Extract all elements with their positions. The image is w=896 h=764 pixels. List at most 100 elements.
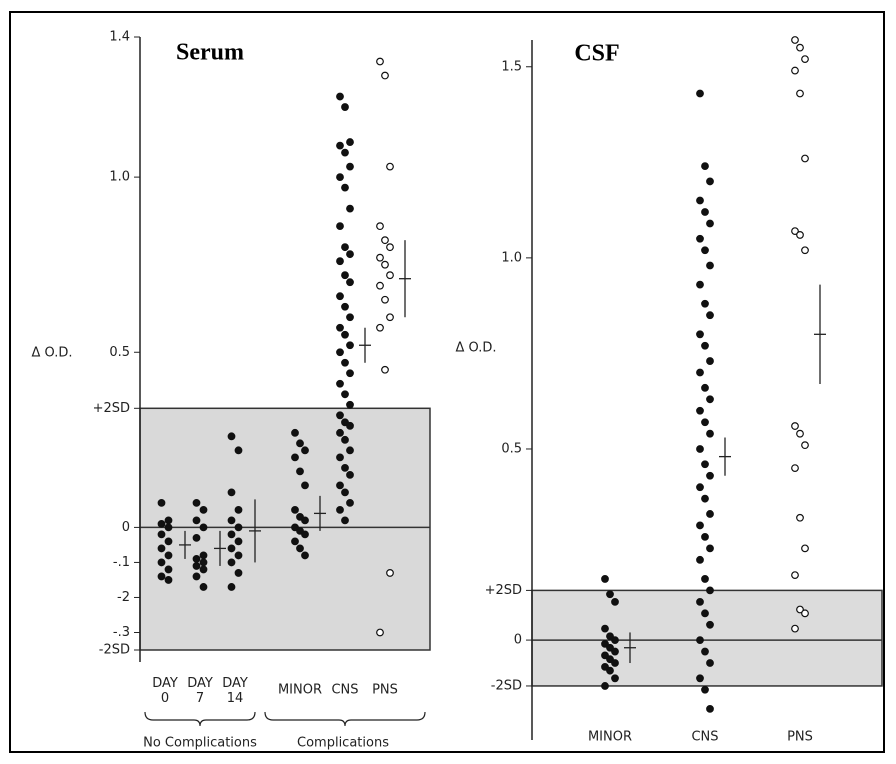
data-point bbox=[696, 636, 704, 644]
data-point bbox=[341, 183, 349, 192]
data-point bbox=[706, 177, 714, 186]
data-point bbox=[796, 231, 804, 239]
y-axis-label: Δ O.D. bbox=[31, 346, 72, 361]
data-point bbox=[164, 516, 173, 525]
data-point bbox=[164, 565, 173, 574]
data-point bbox=[701, 162, 709, 171]
data-point bbox=[346, 138, 354, 146]
data-point bbox=[336, 222, 344, 231]
data-point bbox=[791, 66, 799, 75]
data-point bbox=[301, 530, 309, 539]
data-point bbox=[227, 488, 236, 497]
data-point bbox=[227, 558, 236, 567]
data-point bbox=[346, 313, 354, 322]
data-point bbox=[801, 441, 809, 450]
data-point bbox=[791, 464, 799, 472]
data-point bbox=[706, 429, 714, 438]
data-point bbox=[376, 323, 384, 332]
data-point bbox=[701, 418, 709, 427]
x-tick-label: DAY 7 bbox=[187, 676, 213, 706]
data-point bbox=[346, 400, 354, 409]
data-point bbox=[346, 250, 354, 259]
data-point bbox=[701, 609, 709, 618]
data-point bbox=[336, 453, 344, 462]
data-point bbox=[701, 647, 709, 656]
data-point bbox=[234, 551, 243, 560]
data-point bbox=[696, 196, 704, 205]
data-point bbox=[706, 659, 714, 667]
chart-title: CSF bbox=[574, 41, 619, 67]
data-point bbox=[341, 330, 349, 339]
data-point bbox=[706, 471, 714, 480]
data-point bbox=[164, 576, 173, 584]
y-tick-label: -.3 bbox=[113, 625, 130, 640]
data-point bbox=[701, 685, 709, 694]
data-point bbox=[696, 280, 704, 289]
data-point bbox=[199, 523, 208, 532]
data-point bbox=[791, 227, 799, 236]
data-point bbox=[346, 498, 354, 507]
x-tick-label: MINOR bbox=[588, 730, 632, 745]
data-point bbox=[199, 565, 208, 574]
data-point bbox=[346, 278, 354, 287]
y-tick-label: -2SD bbox=[491, 678, 522, 693]
data-point bbox=[346, 470, 354, 479]
data-point bbox=[381, 365, 389, 374]
data-point bbox=[192, 498, 201, 507]
data-point bbox=[296, 467, 304, 476]
data-point bbox=[381, 236, 389, 245]
data-point bbox=[381, 295, 389, 304]
data-point bbox=[157, 544, 166, 553]
data-point bbox=[192, 555, 201, 563]
data-point bbox=[381, 71, 389, 80]
data-point bbox=[291, 428, 299, 437]
data-point bbox=[601, 575, 609, 583]
data-point bbox=[301, 446, 309, 455]
data-point bbox=[791, 571, 799, 580]
x-tick-label: MINOR bbox=[278, 683, 322, 698]
data-point bbox=[801, 154, 809, 163]
data-point bbox=[341, 103, 349, 111]
sd-band bbox=[139, 407, 431, 651]
data-point bbox=[791, 624, 799, 633]
y-tick-label: +2SD bbox=[485, 583, 522, 598]
data-point bbox=[192, 562, 201, 570]
data-point bbox=[796, 429, 804, 438]
data-point bbox=[801, 609, 809, 618]
chart-title: Serum bbox=[176, 40, 244, 66]
data-point bbox=[234, 569, 243, 577]
data-point bbox=[336, 481, 344, 490]
data-point bbox=[291, 453, 299, 462]
data-point bbox=[611, 636, 619, 644]
data-point bbox=[346, 341, 354, 350]
data-point bbox=[796, 89, 804, 98]
data-point bbox=[157, 519, 166, 528]
data-point bbox=[801, 246, 809, 255]
data-point bbox=[346, 162, 354, 171]
y-tick-label: -.1 bbox=[113, 555, 130, 570]
data-point bbox=[341, 148, 349, 157]
data-point bbox=[336, 92, 344, 101]
data-point bbox=[701, 575, 709, 583]
data-point bbox=[386, 569, 394, 577]
data-point bbox=[336, 257, 344, 266]
data-point bbox=[336, 505, 344, 514]
data-point bbox=[336, 292, 344, 301]
data-point bbox=[341, 488, 349, 497]
data-point bbox=[706, 586, 714, 595]
data-point bbox=[696, 597, 704, 606]
data-point bbox=[164, 537, 173, 546]
x-tick-label: CNS bbox=[691, 730, 718, 745]
y-tick-label: 0.5 bbox=[501, 441, 522, 456]
data-point bbox=[386, 271, 394, 280]
y-tick-label: -2 bbox=[117, 590, 130, 605]
x-tick-label: DAY 0 bbox=[152, 676, 178, 706]
data-point bbox=[696, 406, 704, 415]
data-point bbox=[791, 422, 799, 430]
data-point bbox=[336, 379, 344, 388]
data-point bbox=[706, 510, 714, 518]
data-point bbox=[701, 383, 709, 392]
data-point bbox=[601, 682, 609, 690]
data-point bbox=[301, 516, 309, 525]
